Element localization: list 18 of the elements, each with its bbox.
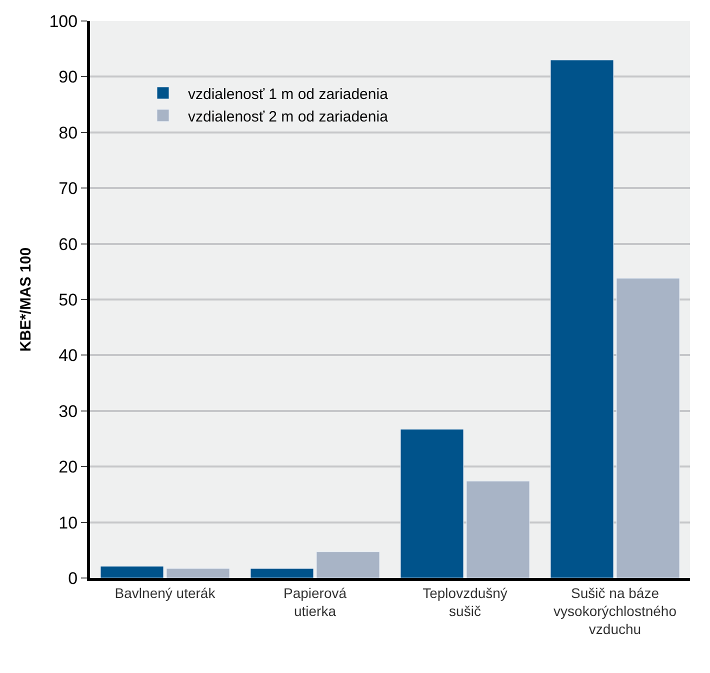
x-tick-label: Papierová utierka bbox=[283, 584, 347, 619]
y-axis-title: KBE*/MAS 100 bbox=[17, 247, 34, 352]
y-tick-label: 10 bbox=[58, 513, 78, 532]
y-tick-label: 0 bbox=[68, 568, 78, 588]
x-tick-label: Teplovzdušný sušič bbox=[422, 584, 508, 619]
legend-label: vzdialenosť 1 m od zariadenia bbox=[188, 86, 389, 103]
legend-label: vzdialenosť 2 m od zariadenia bbox=[188, 108, 389, 126]
y-tick-label: 40 bbox=[58, 346, 78, 366]
x-tick-label: Sušič na báze vysokorýchlostného vzduchu bbox=[554, 584, 677, 638]
y-tick-label: 80 bbox=[58, 123, 78, 142]
y-tick-label: 70 bbox=[58, 179, 78, 198]
y-tick-label: 50 bbox=[58, 290, 78, 310]
y-tick-label: 20 bbox=[58, 458, 78, 477]
y-tick-label: 30 bbox=[58, 402, 78, 421]
y-tick-label: 100 bbox=[49, 12, 78, 31]
y-tick-label: 90 bbox=[58, 68, 78, 87]
y-tick-label: 60 bbox=[58, 234, 78, 254]
x-tick-label: Bavlnený uterák bbox=[114, 584, 216, 601]
